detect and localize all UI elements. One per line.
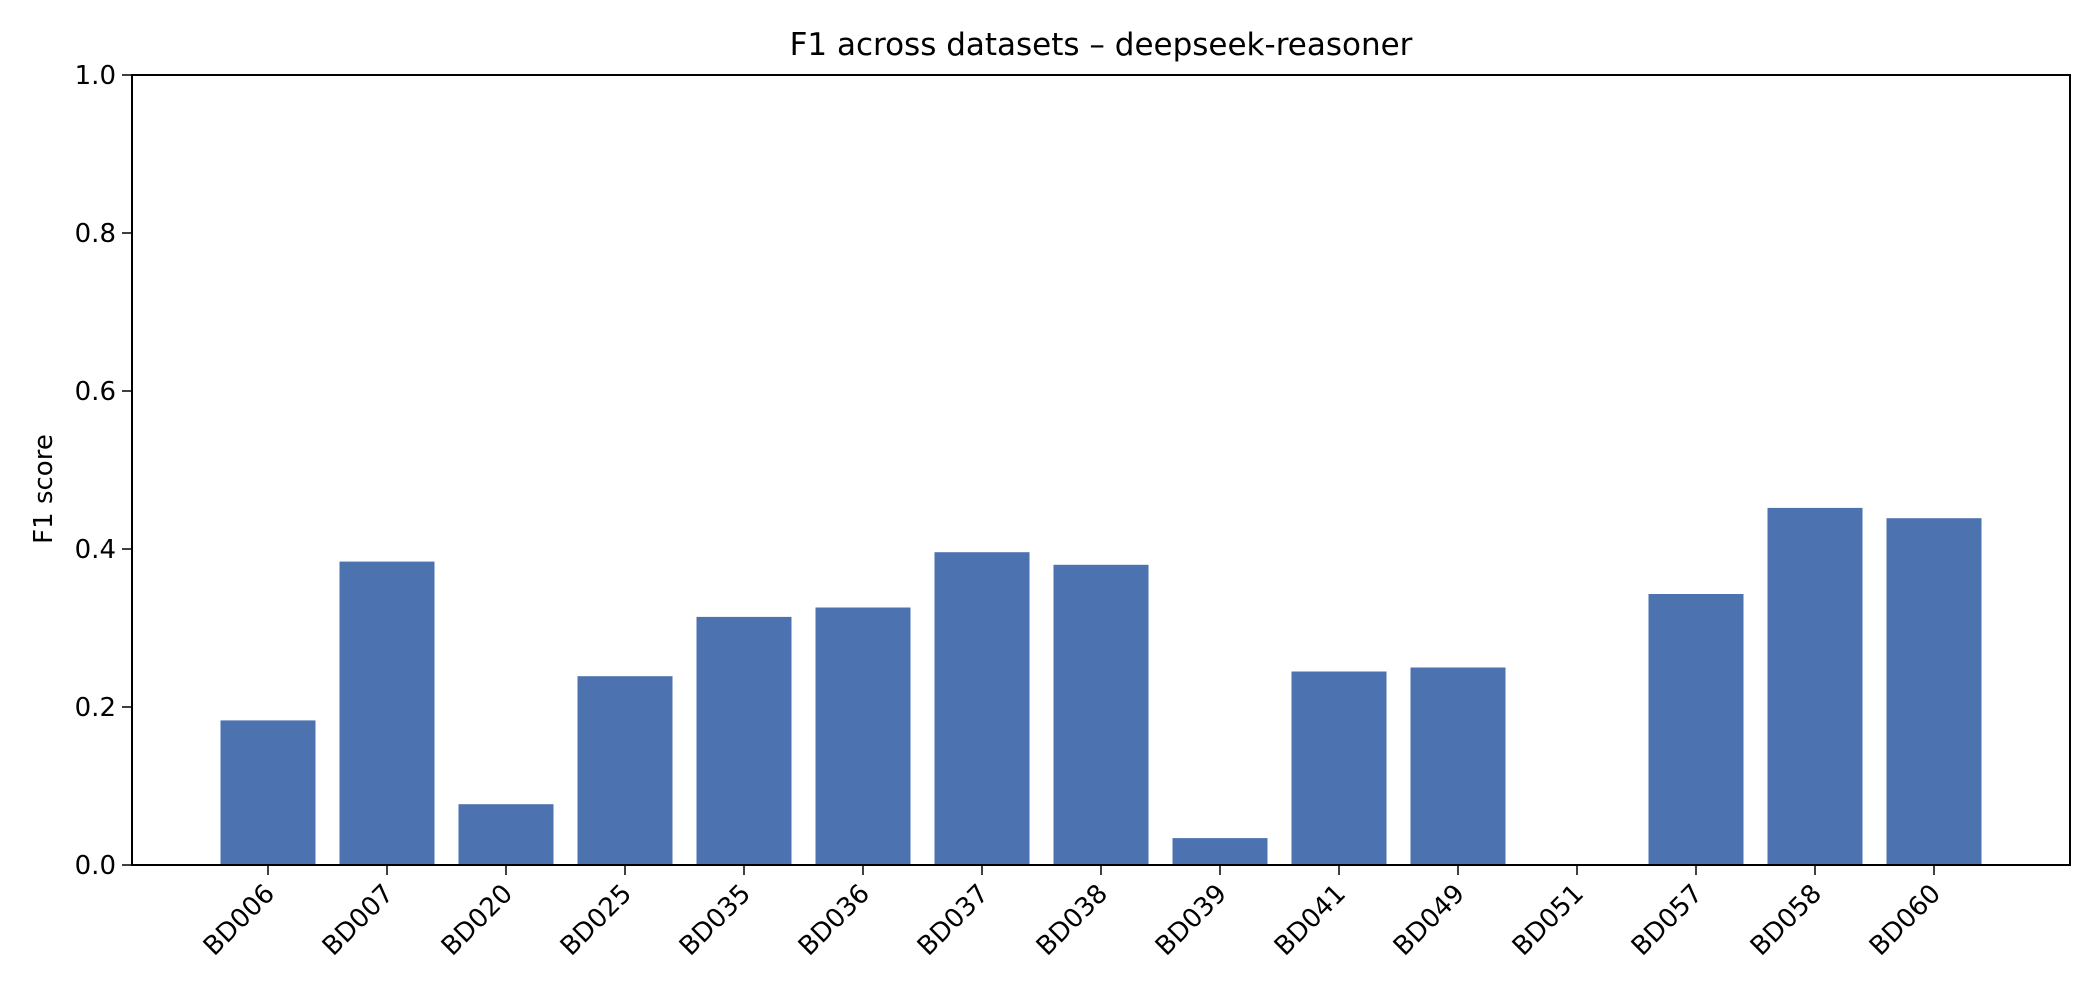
y-tick-label: 0.2 (75, 693, 116, 723)
bar-bd058 (1767, 507, 1863, 865)
y-tick-label: 0.6 (75, 377, 116, 407)
bar-bd057 (1648, 594, 1744, 865)
bar-bd039 (1172, 838, 1268, 865)
bar-bd041 (1291, 671, 1387, 865)
bar-bd049 (1410, 667, 1506, 865)
bar-bd037 (934, 552, 1030, 865)
chart-title: F1 across datasets – deepseek-reasoner (790, 27, 1413, 63)
bar-bd060 (1886, 518, 1982, 865)
y-tick-label: 0.4 (75, 535, 116, 565)
bar-bd036 (815, 607, 911, 865)
bar-bd006 (220, 720, 316, 865)
bar-bd038 (1053, 564, 1149, 865)
y-tick-label: 0.0 (75, 851, 116, 881)
y-tick-label: 1.0 (75, 61, 116, 91)
bar-bd007 (339, 561, 435, 865)
bars-group (220, 507, 1982, 865)
plot-frame (131, 74, 2071, 866)
bar-bd035 (696, 616, 792, 865)
y-ticks-group: 0.0 0.2 0.4 0.6 0.8 1.0 (75, 61, 132, 881)
bar-bd025 (577, 676, 673, 865)
y-axis-label: F1 score (29, 434, 59, 544)
y-tick-label: 0.8 (75, 219, 116, 249)
bar-bd020 (458, 804, 554, 865)
